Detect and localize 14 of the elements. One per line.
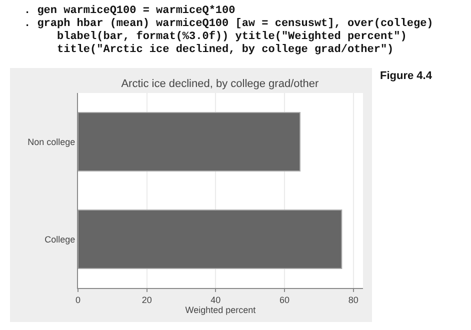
x-tick-label: 20 (142, 294, 152, 305)
text: blabel(bar, format(%3.0f)) ytitle("Weighted percent") (56, 31, 408, 44)
x-tick-label: 40 (210, 294, 221, 305)
x-axis-title: Weighted percent (185, 304, 256, 315)
x-tick-label: 80 (348, 294, 358, 305)
text: . gen warmiceQ100 = warmiceQ*100 (24, 5, 236, 18)
x-tick-label: 0 (75, 294, 81, 305)
x-tick-label: 60 (280, 294, 290, 305)
chart-title: Arctic ice declined, by college grad/other (121, 78, 320, 90)
y-tick-label: College (44, 234, 76, 244)
text: . graph hbar (mean) warmiceQ100 [aw = censuswt], over(college) (24, 18, 434, 30)
text: title("Arctic ice declined, by college grad/other") (56, 44, 395, 57)
caption: Figure 4.4 (380, 70, 432, 82)
y-tick-label: Non college (28, 136, 76, 147)
